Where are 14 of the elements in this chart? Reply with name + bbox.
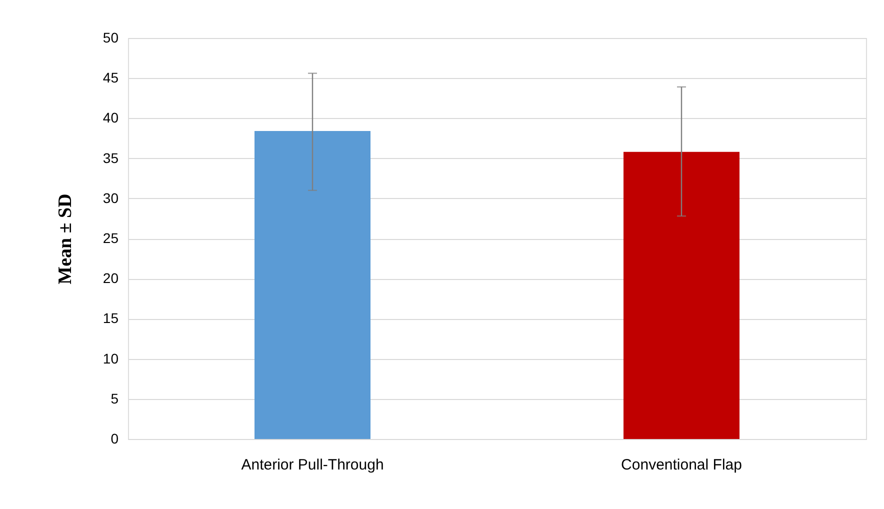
y-tick-label: 50 [102,30,119,46]
x-tick-label: Anterior Pull-Through [241,456,384,474]
y-tick-label: 0 [110,430,119,446]
y-tick-label: 20 [102,270,119,286]
y-tick-label: 25 [102,230,119,246]
x-tick-label: Conventional Flap [621,456,742,474]
y-tick-label: 15 [102,310,119,326]
y-tick-label: 45 [102,70,119,86]
y-tick-label: 5 [110,390,119,406]
y-tick-label: 30 [102,190,119,206]
y-axis-title: Mean ± SD [54,194,76,284]
y-tick-label: 10 [102,350,119,366]
y-tick-label: 35 [102,150,119,166]
y-tick-label: 40 [102,110,119,126]
